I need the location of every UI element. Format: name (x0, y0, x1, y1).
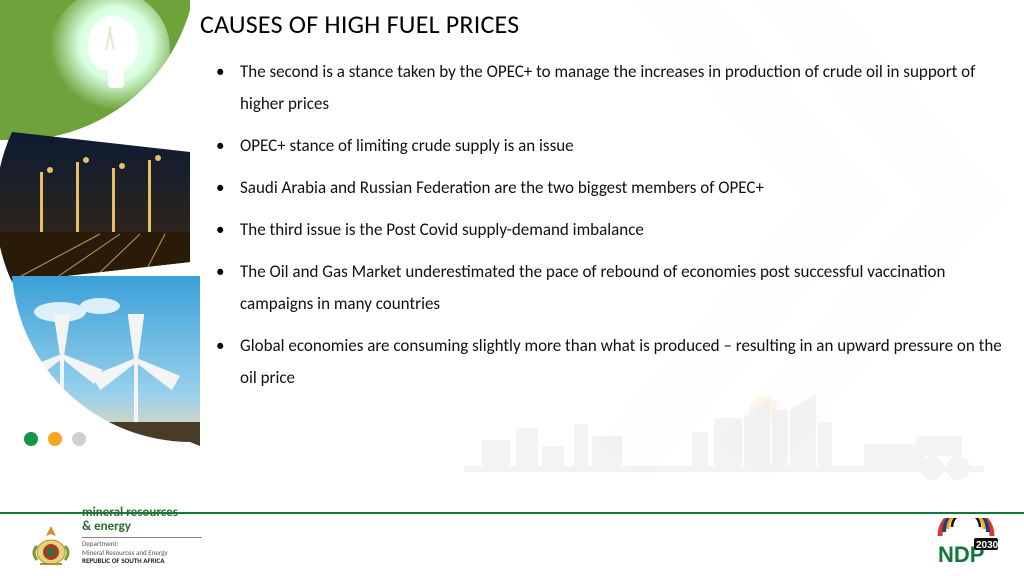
dept-brand-2: & energy (82, 520, 302, 534)
dot-green-icon (24, 432, 38, 446)
dot-grey-icon (72, 432, 86, 446)
dept-brand-1: mineral resources (82, 506, 302, 520)
list-item: The third issue is the Post Covid supply… (212, 214, 1002, 246)
segment-windfarm (0, 276, 200, 446)
list-item: Global economies are consuming slightly … (212, 330, 1002, 394)
list-item: OPEC+ stance of limiting crude supply is… (212, 130, 1002, 162)
footer: mineral resources & energy Department: M… (0, 514, 1024, 576)
dept-rule (82, 537, 202, 538)
list-item: Saudi Arabia and Russian Federation are … (212, 172, 1002, 204)
list-item: The second is a stance taken by the OPEC… (212, 56, 1002, 120)
industrial-silhouette (464, 388, 984, 508)
page-title: CAUSES OF HIGH FUEL PRICES (200, 8, 519, 40)
dot-orange-icon (48, 432, 62, 446)
ndp-year: 2030 (976, 540, 998, 551)
dept-line-3: REPUBLIC OF SOUTH AFRICA (82, 557, 302, 566)
segment-bulb (0, 0, 190, 140)
ndp-2030-logo-icon: NDP 2030 (934, 518, 998, 570)
slide: CAUSES OF HIGH FUEL PRICES The second is… (0, 0, 1024, 576)
bullet-list: The second is a stance taken by the OPEC… (212, 56, 1002, 404)
department-text: mineral resources & energy Department: M… (82, 506, 302, 566)
list-item: The Oil and Gas Market underestimated th… (212, 256, 1002, 320)
decor-dots (24, 432, 86, 446)
sa-coat-of-arms-icon (28, 522, 74, 568)
segment-industry-night (0, 132, 190, 282)
